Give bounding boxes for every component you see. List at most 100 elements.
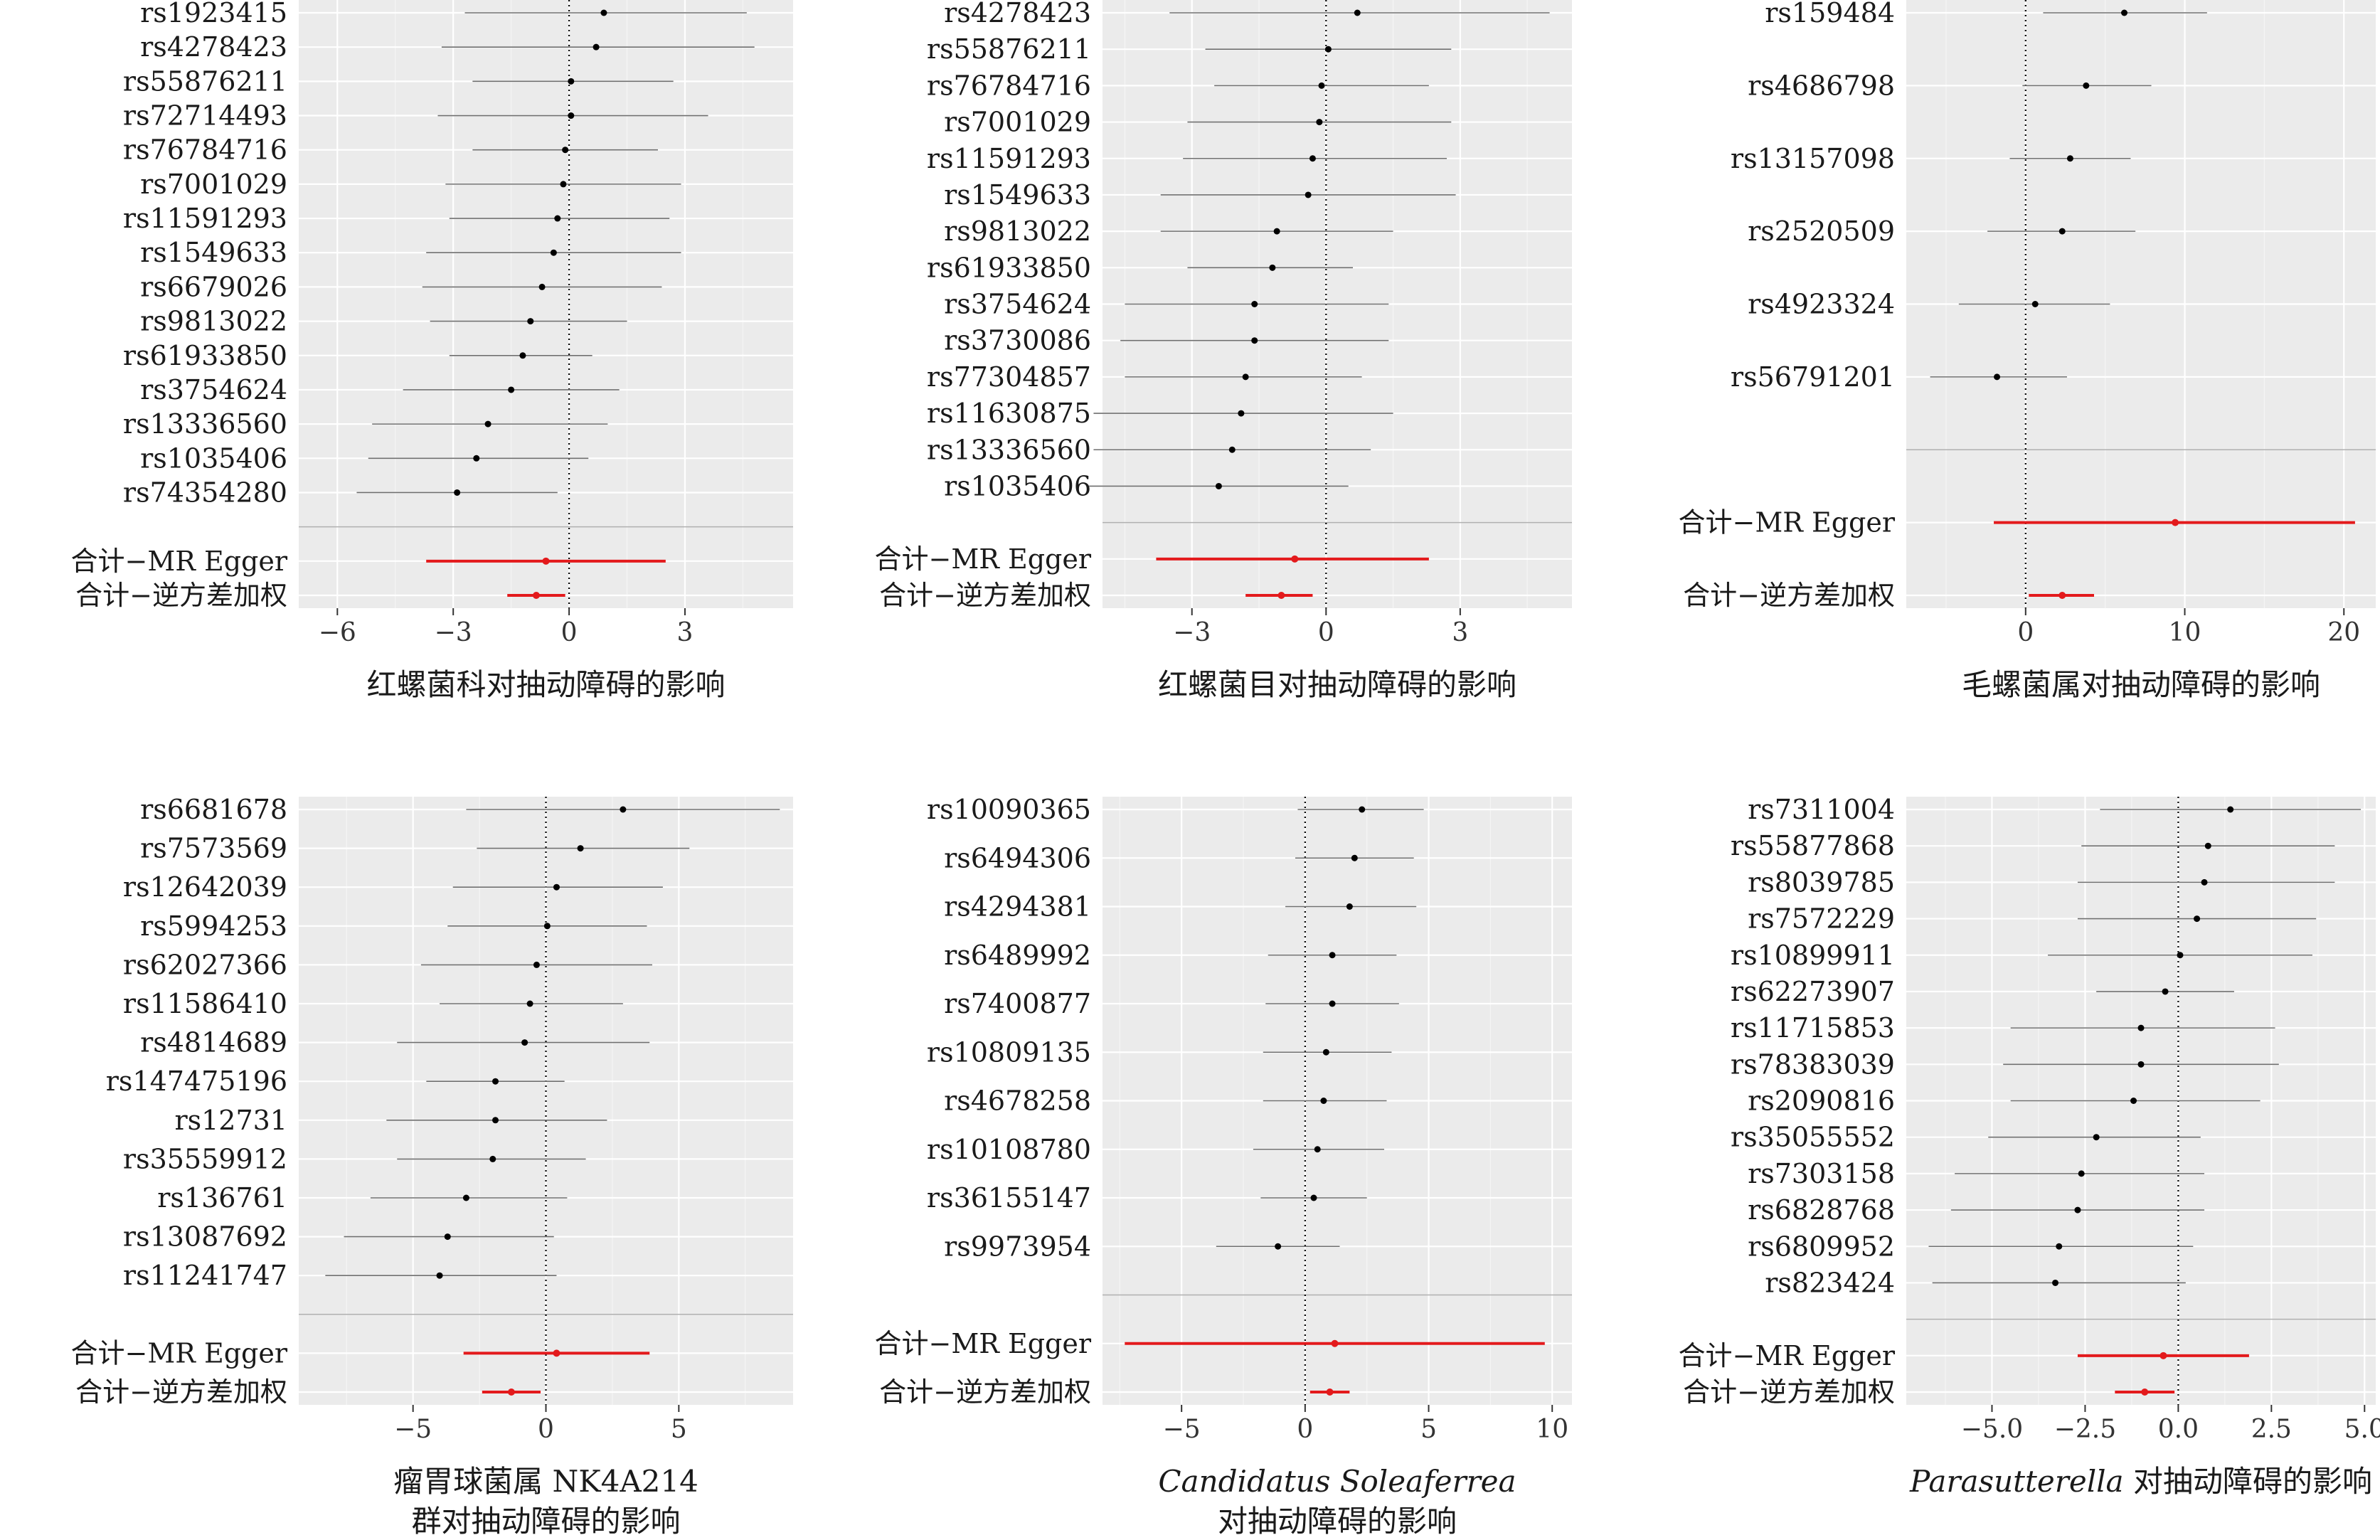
snp-label: rs10899911 xyxy=(1731,940,1895,971)
snp-label: rs11241747 xyxy=(123,1260,287,1291)
snp-label: rs7001029 xyxy=(140,169,287,200)
snp-estimate-point xyxy=(1314,1146,1321,1153)
snp-estimate-point xyxy=(1251,301,1258,307)
snp-label: rs2520509 xyxy=(1748,216,1895,247)
snp-label: rs6681678 xyxy=(140,794,287,825)
snp-label: rs5994253 xyxy=(140,910,287,942)
snp-label: rs159484 xyxy=(1765,0,1895,28)
summary-label: 合计−逆方差加权 xyxy=(1683,580,1895,611)
snp-estimate-point xyxy=(1228,446,1236,453)
snp-label: rs72714493 xyxy=(123,100,287,132)
snp-estimate-point xyxy=(527,318,534,325)
x-axis-title-part: 红螺菌目对抽动障碍的影响 xyxy=(1158,667,1516,702)
snp-estimate-point xyxy=(2137,1061,2145,1068)
x-tick-label: 5 xyxy=(1420,1415,1437,1444)
snp-label: rs13336560 xyxy=(123,408,287,440)
snp-estimate-point xyxy=(1269,264,1276,271)
snp-estimate-point xyxy=(1324,46,1332,53)
summary-label: 合计−逆方差加权 xyxy=(879,580,1091,611)
snp-estimate-point xyxy=(2137,1024,2145,1031)
snp-label: rs55876211 xyxy=(123,65,287,97)
snp-estimate-point xyxy=(2121,9,2128,16)
snp-estimate-point xyxy=(1251,337,1258,344)
x-axis-title-part: 对抽动障碍的影响 xyxy=(2124,1464,2372,1499)
snp-estimate-point xyxy=(568,78,575,85)
x-axis-title: 对抽动障碍的影响 xyxy=(1218,1504,1457,1539)
snp-label: rs8039785 xyxy=(1748,866,1895,898)
summary-label: 合计−逆方差加权 xyxy=(75,580,287,611)
forest-panel-3: rs159484 rs4686798 rs13157098 rs2520509 rs49… xyxy=(1679,0,2376,702)
snp-estimate-point xyxy=(2177,952,2184,959)
snp-label: rs11586410 xyxy=(123,988,287,1019)
summary-estimate-point xyxy=(1277,592,1285,599)
summary-estimate-point xyxy=(1291,555,1299,563)
summary-label: 合计−逆方差加权 xyxy=(75,1376,287,1408)
snp-estimate-point xyxy=(533,961,540,968)
snp-label: rs9973954 xyxy=(944,1231,1091,1262)
summary-label: 合计−逆方差加权 xyxy=(879,1376,1091,1408)
snp-label: rs4278423 xyxy=(944,0,1091,28)
snp-label: rs2090816 xyxy=(1748,1085,1895,1117)
snp-estimate-point xyxy=(1322,1048,1329,1056)
snp-estimate-point xyxy=(1994,373,2001,381)
x-axis-title-part: 群对抽动障碍的影响 xyxy=(411,1504,680,1539)
snp-label: rs136761 xyxy=(157,1182,287,1214)
x-tick-label: 10 xyxy=(1536,1415,1568,1444)
snp-label: rs12731 xyxy=(174,1105,287,1136)
snp-label: rs6679026 xyxy=(140,271,287,302)
x-tick-label: −5 xyxy=(1163,1415,1201,1444)
x-tick-label: −5.0 xyxy=(1961,1415,2023,1444)
snp-label: rs11715853 xyxy=(1731,1012,1895,1044)
snp-label: rs61933850 xyxy=(927,252,1091,283)
snp-estimate-point xyxy=(1275,1243,1282,1250)
snp-label: rs7573569 xyxy=(140,833,287,864)
snp-label: rs10108780 xyxy=(927,1134,1091,1165)
x-axis-title-part: 毛螺菌属对抽动障碍的影响 xyxy=(1962,667,2320,702)
summary-label: 合计−MR Egger xyxy=(1679,507,1896,538)
summary-label: 合计−逆方差加权 xyxy=(1683,1376,1895,1408)
x-axis-title: 瘤胃球菌属 NK4A214 xyxy=(393,1464,698,1499)
x-tick-label: 3 xyxy=(1452,618,1468,647)
x-tick-label: 0 xyxy=(2017,618,2034,647)
summary-estimate-point xyxy=(1326,1388,1334,1396)
snp-estimate-point xyxy=(620,806,627,813)
summary-estimate-point xyxy=(2172,519,2179,526)
snp-estimate-point xyxy=(1318,82,1325,89)
snp-label: rs1035406 xyxy=(944,470,1091,501)
x-tick-label: 0 xyxy=(1297,1415,1313,1444)
snp-estimate-point xyxy=(1351,854,1358,861)
snp-label: rs7572229 xyxy=(1748,903,1895,935)
snp-label: rs35055552 xyxy=(1731,1122,1895,1153)
x-axis-title: 红螺菌科对抽动障碍的影响 xyxy=(366,667,725,702)
snp-label: rs7001029 xyxy=(944,107,1091,138)
snp-estimate-point xyxy=(2074,1206,2081,1214)
snp-estimate-point xyxy=(1320,1098,1327,1104)
summary-label: 合计−MR Egger xyxy=(71,546,288,577)
snp-label: rs10090365 xyxy=(927,794,1091,825)
snp-label: rs9813022 xyxy=(944,216,1091,247)
snp-label: rs11591293 xyxy=(927,143,1091,174)
plot-background xyxy=(299,0,793,608)
snp-estimate-point xyxy=(1305,191,1312,198)
snp-estimate-point xyxy=(1316,119,1323,126)
snp-label: rs74354280 xyxy=(123,477,287,508)
snp-estimate-point xyxy=(2056,1243,2063,1250)
x-tick-label: 20 xyxy=(2327,618,2360,647)
snp-estimate-point xyxy=(462,1194,469,1201)
snp-estimate-point xyxy=(2052,1279,2059,1286)
snp-estimate-point xyxy=(484,420,492,428)
summary-label: 合计−MR Egger xyxy=(1679,1340,1896,1371)
snp-label: rs11591293 xyxy=(123,203,287,234)
snp-estimate-point xyxy=(554,215,561,222)
x-tick-label: 0.0 xyxy=(2158,1415,2199,1444)
summary-label: 合计−MR Egger xyxy=(875,543,1092,575)
snp-label: rs1035406 xyxy=(140,442,287,474)
x-axis-title-part: Parasutterella xyxy=(1909,1464,2124,1499)
snp-label: rs55876211 xyxy=(927,33,1091,65)
x-axis-title: 毛螺菌属对抽动障碍的影响 xyxy=(1962,667,2320,702)
x-tick-label: 0 xyxy=(561,618,578,647)
snp-estimate-point xyxy=(1310,1194,1317,1201)
x-tick-label: 5 xyxy=(671,1415,687,1444)
forest-panel-5: rs10090365 rs6494306 rs4294381 rs6489992 rs7… xyxy=(875,794,1572,1539)
